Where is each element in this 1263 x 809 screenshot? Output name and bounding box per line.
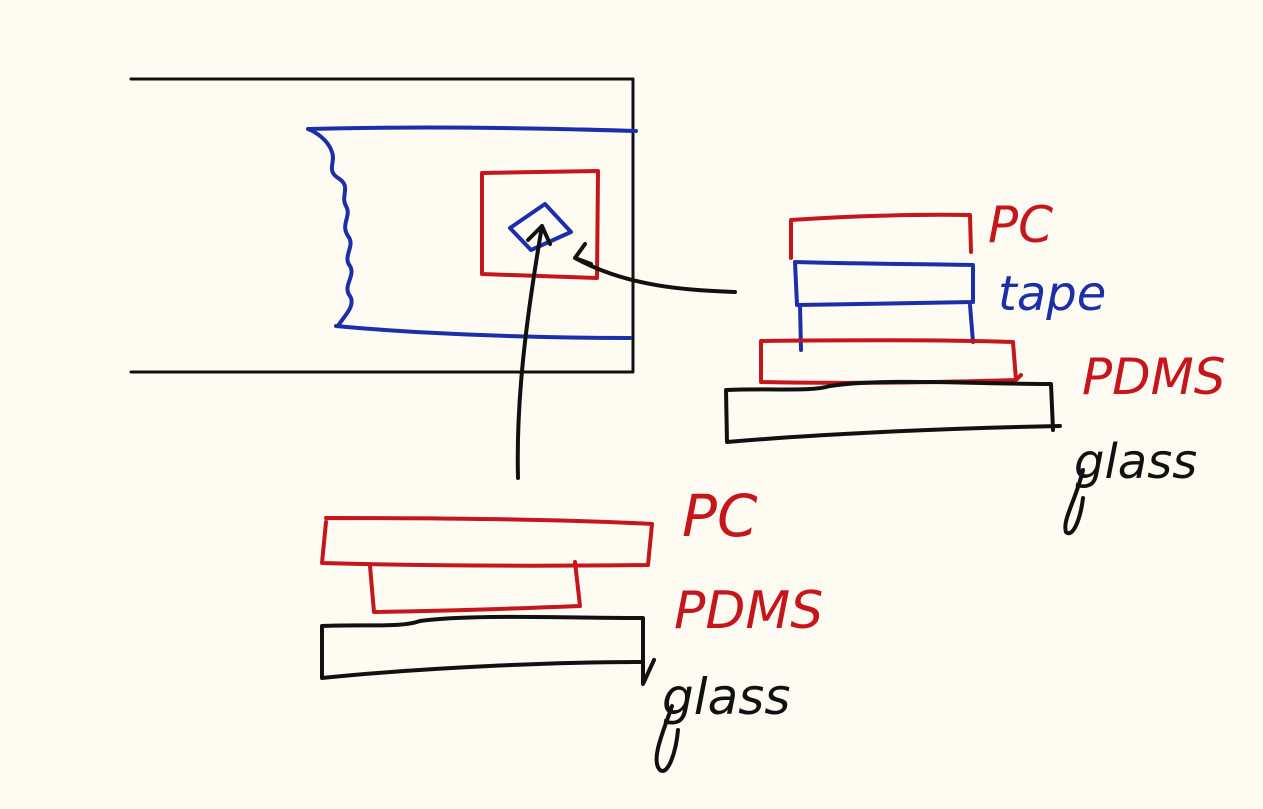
right-stack-pc-label: PC: [988, 196, 1053, 254]
arrow-right-stack-to-flake: [573, 242, 737, 294]
right-stack-glass-label: glass: [1074, 434, 1197, 490]
right-stack-tape-label: tape: [998, 266, 1106, 322]
right-stack-pc-layer: [789, 212, 973, 260]
bottom-stack-pc-label: PC: [682, 482, 758, 550]
right-stack-pdms-label: PDMS: [1082, 348, 1226, 406]
arrow-bottom-stack-to-flake: [515, 224, 552, 480]
bottom-stack-pdms-layer: [368, 560, 582, 614]
bottom-stack-glass-label-tail: [654, 704, 680, 773]
right-stack-glass-layer: [724, 379, 1062, 444]
bottom-stack-glass-label: glass: [662, 668, 790, 726]
right-stack-glass-label-tail: [1063, 468, 1085, 536]
right-stack-tape-layer: [793, 260, 975, 352]
top-view-tape-region: [306, 125, 638, 340]
top-view-flake-diamond: [508, 202, 573, 252]
bottom-stack-glass-layer: [320, 614, 656, 686]
top-view-pc-square: [480, 169, 600, 280]
top-view-glass-slide: [129, 77, 635, 374]
bottom-stack-pc-layer: [320, 516, 654, 568]
bottom-stack-pdms-label: PDMS: [674, 581, 823, 641]
